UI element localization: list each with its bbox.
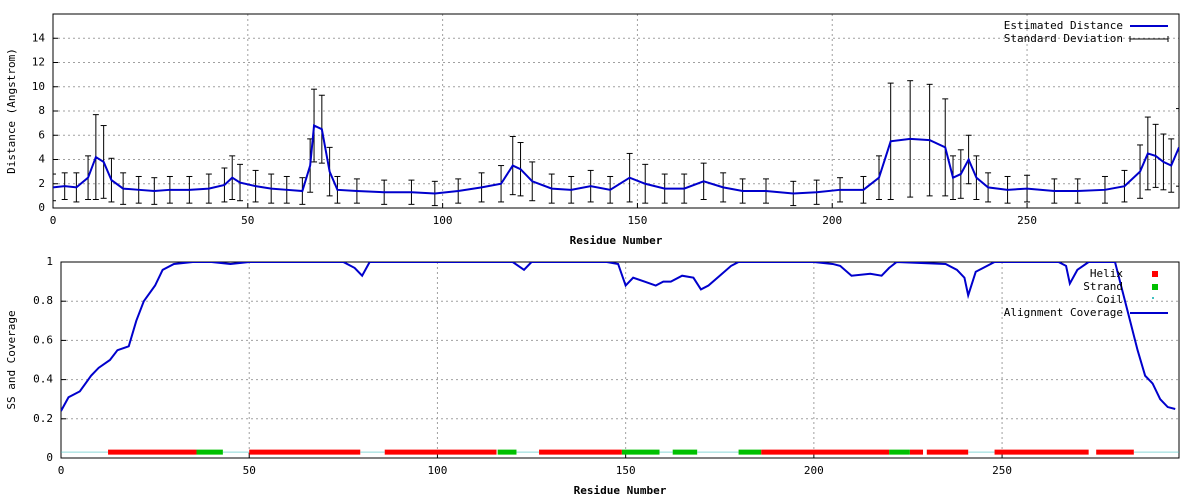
data-line	[61, 262, 1176, 412]
ss-segment	[621, 449, 660, 455]
ss-segment	[1096, 449, 1134, 455]
x-tick-label: 200	[822, 214, 842, 227]
plot-area	[61, 262, 1179, 455]
ss-segment	[497, 449, 517, 455]
x-tick-label: 150	[616, 464, 636, 477]
legend-swatch	[1152, 271, 1158, 277]
ss-segment	[968, 451, 995, 453]
ss-segment	[909, 449, 924, 455]
plot-area	[53, 80, 1179, 207]
x-tick-label: 50	[243, 464, 256, 477]
ss-segment	[889, 449, 910, 455]
x-tick-label: 0	[50, 214, 57, 227]
legend-swatch	[1152, 297, 1154, 299]
y-tick-label: 0	[38, 201, 45, 214]
y-axis-title: SS and Coverage	[5, 310, 18, 409]
y-tick-label: 0.2	[33, 412, 53, 425]
y-tick-label: 0.4	[33, 373, 53, 386]
y-tick-label: 1	[46, 255, 53, 268]
y-tick-label: 4	[38, 153, 45, 166]
ss-segment	[994, 449, 1089, 455]
ss-segment	[697, 451, 739, 453]
y-tick-label: 8	[38, 104, 45, 117]
x-tick-label: 0	[58, 464, 65, 477]
legend-label: Alignment Coverage	[1004, 306, 1123, 319]
data-line	[53, 124, 1179, 195]
ss-segment	[249, 449, 361, 455]
x-axis-title: Residue Number	[570, 234, 663, 247]
x-tick-label: 250	[992, 464, 1012, 477]
ss-segment	[196, 449, 223, 455]
legend-swatch	[1152, 284, 1158, 290]
legend-label: Coil	[1097, 293, 1124, 306]
x-tick-label: 100	[427, 464, 447, 477]
legend-label: Strand	[1083, 280, 1123, 293]
legend-label: Helix	[1090, 267, 1123, 280]
x-tick-label: 200	[804, 464, 824, 477]
legend-label: Estimated Distance	[1004, 19, 1123, 32]
x-tick-label: 150	[627, 214, 647, 227]
y-tick-label: 6	[38, 128, 45, 141]
ss-segment	[384, 449, 497, 455]
y-tick-label: 0.6	[33, 333, 53, 346]
ss-segment	[761, 449, 890, 455]
y-tick-label: 12	[32, 56, 45, 69]
ss-segment	[672, 449, 698, 455]
plot-frame	[60, 261, 1180, 459]
ss-segment	[516, 451, 540, 453]
y-tick-label: 0	[46, 451, 53, 464]
y-axis-title: Distance (Angstrom)	[5, 48, 18, 174]
x-tick-label: 100	[433, 214, 453, 227]
x-tick-label: 50	[241, 214, 254, 227]
ss-segment	[659, 451, 673, 453]
ss-segment	[539, 449, 622, 455]
ss-segment	[926, 449, 969, 455]
ss-segment	[1133, 451, 1179, 453]
ss-segment	[61, 451, 109, 453]
ss-segment	[222, 451, 250, 453]
x-axis-title: Residue Number	[574, 484, 667, 497]
y-tick-label: 0.8	[33, 294, 53, 307]
y-tick-label: 2	[38, 177, 45, 190]
ss-segment	[738, 449, 762, 455]
ss-segment	[360, 451, 385, 453]
x-tick-label: 250	[1017, 214, 1037, 227]
legend-label: Standard Deviation	[1004, 32, 1123, 45]
y-tick-label: 14	[32, 31, 46, 44]
y-tick-label: 10	[32, 80, 45, 93]
ss-segment	[108, 449, 197, 455]
